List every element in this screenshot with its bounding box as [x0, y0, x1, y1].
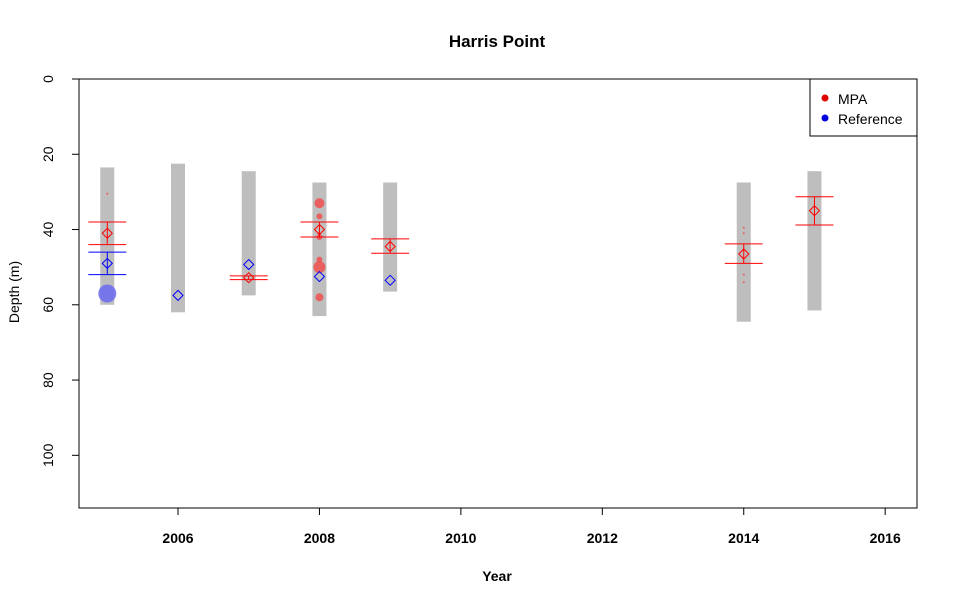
summary-markers [88, 196, 834, 302]
mpa-point-2014-7 [742, 226, 745, 229]
x-tick-label-2014: 2014 [728, 530, 759, 546]
reference-mean-2006 [172, 289, 184, 302]
x-axis-label: Year [482, 568, 512, 584]
reference-mean-2005 [101, 257, 113, 270]
depth-range-bar-2006 [171, 163, 186, 313]
x-tick-label-2012: 2012 [587, 530, 618, 546]
mpa-point-2008-1 [314, 198, 325, 209]
y-tick-label-100: 100 [40, 443, 56, 467]
y-tick-label-80: 80 [40, 372, 56, 388]
legend: MPA Reference [809, 78, 918, 137]
legend-marker-reference [821, 114, 829, 122]
y-tick-label-40: 40 [40, 222, 56, 238]
y-axis: 0 20 40 60 80 100 [40, 75, 79, 467]
depth-range-bar-2009 [383, 182, 398, 292]
legend-box [809, 78, 918, 137]
mpa-mean-2007 [243, 271, 255, 284]
mpa-point-2008-4 [316, 256, 323, 263]
mpa-point-2008-2 [316, 213, 323, 220]
mpa-point-2005-0 [106, 192, 109, 195]
chart-title: Harris Point [449, 32, 546, 51]
x-tick-label-2010: 2010 [445, 530, 476, 546]
x-tick-label-2008: 2008 [304, 530, 335, 546]
depth-range-bar-2008 [312, 182, 327, 317]
mpa-mean-2009 [384, 240, 396, 253]
data-points [98, 192, 745, 303]
mpa-mean-2005 [101, 227, 113, 239]
reference-point-2005-0 [98, 284, 117, 303]
y-tick-label-60: 60 [40, 297, 56, 313]
reference-mean-2008 [313, 270, 326, 283]
depth-range-bar-2007 [241, 171, 256, 296]
mpa-mean-2008 [313, 223, 326, 236]
mpa-point-2014-10 [742, 281, 745, 284]
y-tick-label-20: 20 [40, 146, 56, 162]
x-tick-label-2006: 2006 [162, 530, 193, 546]
mpa-point-2008-5 [313, 261, 326, 274]
legend-marker-mpa [821, 94, 829, 102]
x-tick-label-2016: 2016 [870, 530, 901, 546]
depth-range-bar-2015 [807, 171, 822, 311]
legend-label-mpa: MPA [838, 91, 868, 107]
depth-range-bars [100, 163, 822, 322]
plot-frame [78, 78, 918, 509]
x-axis: 2006 2008 2010 2012 2014 2016 [162, 508, 901, 546]
mpa-point-2008-6 [315, 293, 324, 302]
legend-label-reference: Reference [838, 111, 903, 127]
mpa-point-2014-8 [742, 232, 745, 235]
mpa-point-2014-9 [742, 273, 745, 276]
reference-mean-2007 [243, 258, 255, 271]
reference-mean-2009 [384, 274, 396, 287]
mpa-mean-2014 [738, 248, 750, 260]
y-axis-label: Depth (m) [6, 261, 22, 323]
mpa-mean-2015 [808, 205, 821, 217]
y-tick-label-0: 0 [40, 75, 56, 83]
